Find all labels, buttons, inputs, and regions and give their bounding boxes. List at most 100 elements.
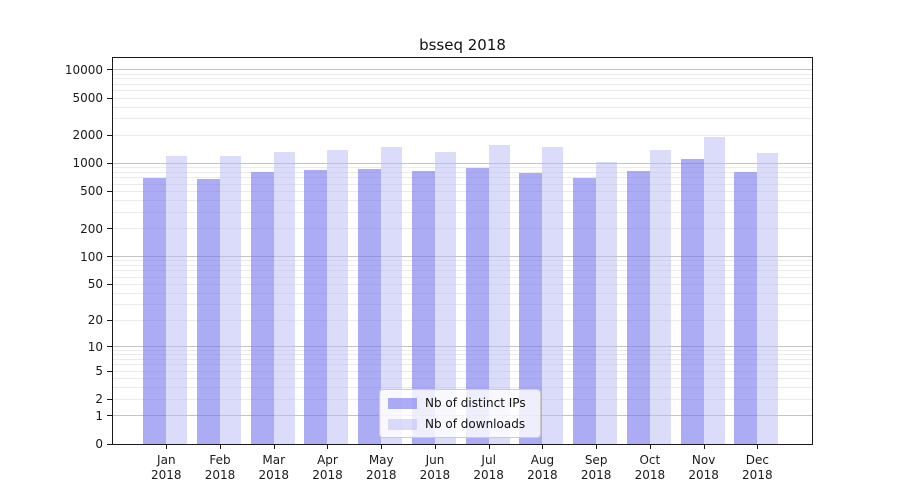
minor-gridline	[113, 387, 812, 389]
y-tick-label: 0	[95, 437, 103, 451]
minor-gridline	[113, 276, 812, 278]
minor-gridline	[113, 349, 812, 351]
legend-entry-distinct-ips: Nb of distinct IPs	[388, 396, 532, 410]
x-tick-label: Dec 2018	[729, 453, 785, 483]
bar-downloads-May	[381, 146, 403, 444]
x-tick-month: Aug	[530, 453, 555, 467]
bar-downloads-Apr	[327, 150, 349, 444]
minor-gridline	[113, 354, 812, 356]
y-tick-label: 1000	[72, 156, 103, 171]
x-tick-year: 2018	[634, 468, 666, 482]
y-tick-label: 100	[80, 249, 103, 264]
minor-gridline	[113, 265, 812, 266]
y-tick-mark	[107, 97, 112, 99]
bar-distinct-ips-Dec	[734, 172, 758, 444]
x-tick-year: 2018	[204, 468, 236, 482]
x-tick-mark	[703, 445, 705, 449]
x-tick-month: May	[368, 453, 394, 467]
minor-gridline	[113, 260, 812, 262]
bar-downloads-Mar	[273, 152, 295, 444]
y-tick-label: 10	[87, 339, 103, 354]
legend-label-downloads: Nb of downloads	[425, 417, 526, 431]
bar-downloads-Aug	[542, 147, 564, 444]
minor-gridline	[113, 171, 812, 173]
major-gridline	[113, 346, 812, 348]
minor-gridline	[113, 292, 812, 294]
minor-gridline	[113, 228, 812, 230]
y-tick-mark	[107, 319, 112, 321]
bar-distinct-ips-May	[358, 169, 382, 444]
x-tick-month: Jun	[425, 453, 445, 467]
minor-gridline	[113, 359, 812, 361]
x-tick-mark	[273, 445, 275, 449]
minor-gridline	[113, 118, 812, 120]
bar-distinct-ips-Sep	[573, 178, 597, 444]
x-tick-month: Nov	[691, 453, 716, 467]
y-tick-mark	[107, 443, 112, 445]
y-tick-label: 5000	[72, 91, 103, 106]
y-tick-label: 1	[95, 408, 103, 423]
x-tick-month: Sep	[584, 453, 608, 467]
minor-gridline	[113, 370, 812, 372]
y-tick-label: 5	[95, 364, 103, 379]
y-tick-mark	[107, 228, 112, 230]
legend-entry-downloads: Nb of downloads	[388, 417, 532, 431]
bar-distinct-ips-Mar	[250, 172, 274, 444]
minor-gridline	[113, 83, 812, 85]
y-tick-label: 10000	[64, 62, 103, 77]
y-tick-mark	[107, 283, 112, 285]
major-gridline	[113, 162, 812, 164]
x-tick-mark	[327, 445, 329, 449]
major-gridline	[113, 69, 812, 71]
chart-title: bsseq 2018	[419, 36, 506, 54]
bar-distinct-ips-Apr	[304, 170, 328, 444]
legend-swatch-downloads	[388, 418, 417, 430]
x-tick-mark	[649, 445, 651, 449]
minor-gridline	[113, 78, 812, 80]
minor-gridline	[113, 283, 812, 285]
minor-gridline	[113, 190, 812, 192]
y-tick-mark	[107, 190, 112, 192]
bar-downloads-Jan	[166, 155, 188, 444]
x-tick-label: May 2018	[353, 453, 409, 483]
x-tick-label: Sep 2018	[568, 453, 624, 483]
minor-gridline	[113, 97, 812, 99]
minor-gridline	[113, 90, 812, 92]
x-tick-mark	[166, 445, 168, 449]
bar-distinct-ips-Jul	[465, 168, 489, 444]
x-tick-mark	[596, 445, 598, 449]
y-tick-mark	[107, 398, 112, 400]
legend: Nb of distinct IPs Nb of downloads	[379, 389, 541, 438]
x-tick-month: Jan	[157, 453, 176, 467]
bar-downloads-Dec	[757, 153, 779, 444]
minor-gridline	[113, 200, 812, 202]
minor-gridline	[113, 270, 812, 272]
x-tick-mark	[488, 445, 490, 449]
major-gridline	[113, 256, 812, 258]
bar-downloads-Feb	[220, 156, 242, 444]
bar-downloads-Nov	[703, 137, 725, 444]
x-tick-month: Jul	[481, 453, 496, 467]
x-tick-year: 2018	[742, 468, 773, 482]
minor-gridline	[113, 378, 812, 380]
minor-gridline	[113, 106, 812, 108]
x-tick-year: 2018	[312, 468, 343, 482]
x-tick-mark	[220, 445, 222, 449]
x-tick-label: Apr 2018	[299, 453, 355, 483]
bar-distinct-ips-Oct	[626, 170, 650, 444]
minor-gridline	[113, 211, 812, 213]
x-tick-year: 2018	[258, 468, 290, 482]
x-tick-label: Mar 2018	[246, 453, 302, 483]
x-tick-mark	[542, 445, 544, 449]
bar-distinct-ips-Jun	[411, 171, 435, 444]
legend-swatch-distinct-ips	[388, 397, 417, 409]
y-tick-mark	[107, 134, 112, 136]
y-tick-label: 20	[87, 313, 103, 328]
bar-downloads-Jul	[488, 144, 510, 444]
x-tick-month: Oct	[639, 453, 661, 467]
x-tick-month: Dec	[745, 453, 769, 467]
y-tick-label: 2000	[72, 128, 103, 143]
minor-gridline	[113, 73, 812, 75]
minor-gridline	[113, 319, 812, 321]
